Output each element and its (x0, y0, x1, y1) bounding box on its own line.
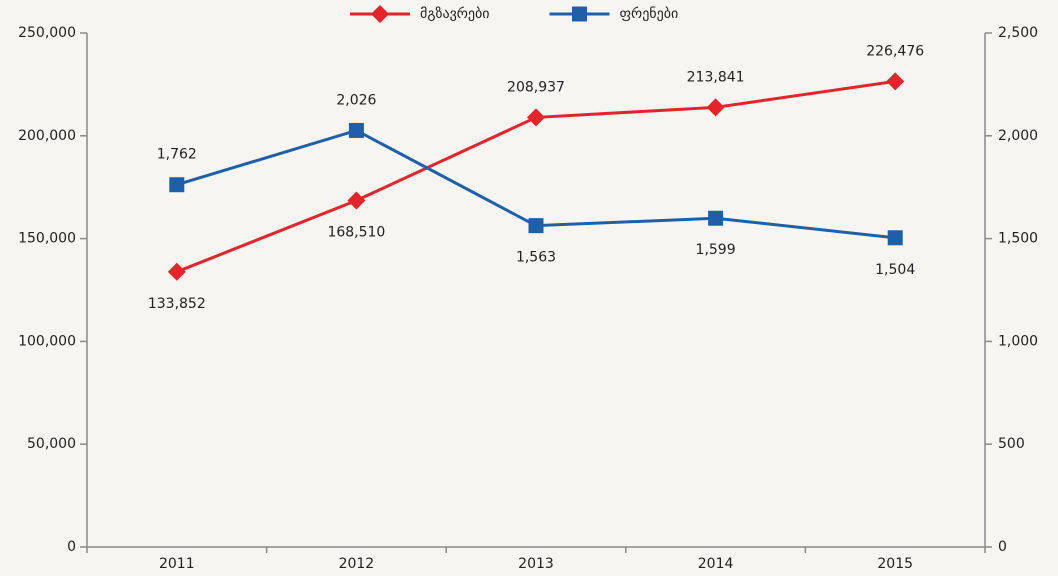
data-label: 1,563 (516, 250, 556, 266)
data-label: 1,599 (696, 242, 736, 258)
y-tick-label: 0 (67, 539, 76, 555)
y-tick-label: 100,000 (18, 333, 76, 349)
y2-tick-label: 500 (998, 436, 1025, 452)
x-tick-label: 2015 (877, 556, 913, 572)
point (528, 218, 544, 234)
y2-tick-label: 1,000 (998, 333, 1038, 349)
point (708, 210, 724, 226)
data-label: 133,852 (148, 296, 206, 312)
x-tick-label: 2013 (518, 556, 554, 572)
data-label: 213,841 (687, 69, 745, 85)
legend-label: მგზავრები (420, 5, 490, 22)
legend-marker (572, 6, 587, 22)
x-tick-label: 2012 (339, 556, 375, 572)
data-label: 226,476 (866, 43, 924, 59)
point (887, 230, 903, 246)
data-label: 2,026 (336, 92, 376, 108)
x-tick-label: 2011 (159, 556, 195, 572)
data-label: 208,937 (507, 79, 565, 95)
point (169, 177, 185, 193)
y-tick-label: 250,000 (18, 25, 76, 41)
point (167, 262, 186, 281)
y2-tick-label: 2,000 (998, 128, 1038, 144)
x-tick-label: 2014 (698, 556, 734, 572)
point (527, 108, 545, 127)
point (706, 98, 725, 117)
y2-tick-label: 1,500 (998, 231, 1038, 247)
y2-tick-label: 0 (998, 539, 1007, 555)
y-tick-label: 150,000 (18, 231, 76, 247)
point (348, 122, 364, 138)
y2-tick-label: 2,500 (998, 25, 1038, 41)
data-label: 1,762 (157, 147, 197, 163)
data-label: 168,510 (327, 225, 385, 241)
y-tick-label: 200,000 (18, 128, 76, 144)
data-label: 1,504 (875, 262, 915, 278)
point (347, 191, 366, 210)
legend-marker (371, 5, 389, 23)
legend-label: ფრენები (620, 5, 679, 22)
y-tick-label: 50,000 (27, 436, 76, 452)
point (886, 72, 905, 91)
